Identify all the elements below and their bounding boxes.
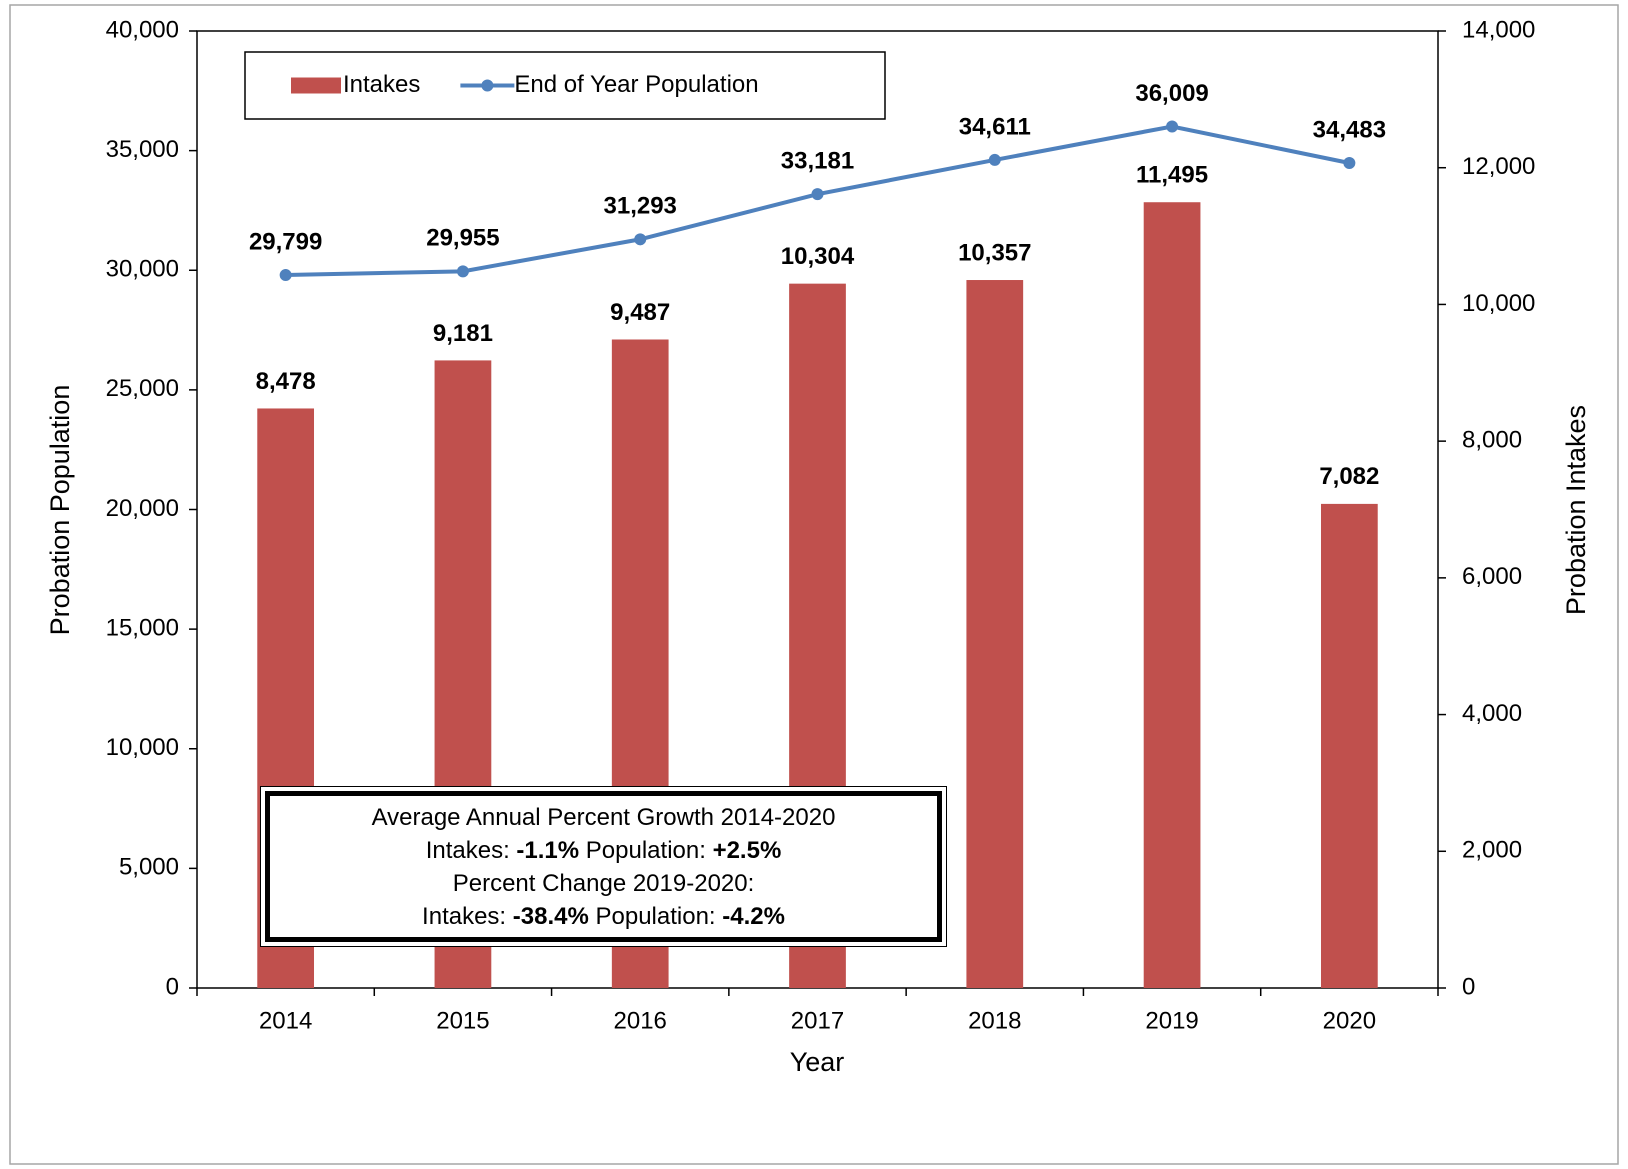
marker xyxy=(988,153,1001,166)
y-tick-label: 20,000 xyxy=(106,495,179,522)
bar xyxy=(1320,503,1378,988)
annotation-line: Intakes: -38.4% Population: -4.2% xyxy=(422,900,785,933)
annotation-segment: Percent Change 2019-2020: xyxy=(452,869,755,897)
data-label: 9,487 xyxy=(610,299,670,326)
x-axis-title: Year xyxy=(790,1047,845,1077)
y2-tick-label: 0 xyxy=(1462,973,1475,1000)
marker xyxy=(634,233,647,246)
marker xyxy=(279,269,292,282)
y-tick-label: 15,000 xyxy=(106,614,179,641)
legend-box xyxy=(244,51,886,120)
y2-axis-title: Probation Intakes xyxy=(1561,405,1591,615)
x-tick-label: 2019 xyxy=(1145,1007,1198,1034)
y2-tick-label: 2,000 xyxy=(1462,837,1522,864)
x-tick-label: 2020 xyxy=(1323,1007,1376,1034)
annotation-segment: -1.1% xyxy=(516,836,580,864)
annotation-segment: Average Annual Percent Growth 2014-2020 xyxy=(371,803,836,831)
legend-label: End of Year Population xyxy=(514,71,758,98)
data-label: 29,799 xyxy=(249,228,322,255)
annotation-text: Average Annual Percent Growth 2014-2020 I… xyxy=(265,791,942,942)
legend-swatch xyxy=(291,77,341,94)
annotation-segment: -4.2% xyxy=(722,902,785,930)
y2-tick-label: 4,000 xyxy=(1462,700,1522,727)
y-tick-label: 25,000 xyxy=(106,375,179,402)
annotation-line: Percent Change 2019-2020: xyxy=(453,867,755,900)
data-label: 34,611 xyxy=(959,113,1031,140)
annotation-box: Average Annual Percent Growth 2014-2020 I… xyxy=(260,786,947,947)
legend-label: Intakes xyxy=(343,71,420,98)
data-label: 8,478 xyxy=(256,368,316,395)
data-label: 11,495 xyxy=(1136,162,1208,189)
y-tick-label: 10,000 xyxy=(106,734,179,761)
y-tick-label: 30,000 xyxy=(106,256,179,283)
marker xyxy=(1343,156,1356,169)
y2-tick-label: 8,000 xyxy=(1462,426,1522,453)
annotation-segment: -38.4% xyxy=(512,902,589,930)
annotation-segment: Intakes: xyxy=(425,836,510,864)
y-tick-label: 40,000 xyxy=(106,16,179,43)
x-tick-label: 2015 xyxy=(436,1007,489,1034)
data-label: 9,181 xyxy=(433,320,493,347)
data-label: 33,181 xyxy=(781,147,854,174)
data-label: 34,483 xyxy=(1313,116,1386,143)
annotation-segment: Population: xyxy=(595,902,716,930)
y-tick-label: 35,000 xyxy=(106,136,179,163)
y2-tick-label: 14,000 xyxy=(1462,16,1535,43)
annotation-line: Average Annual Percent Growth 2014-2020 xyxy=(372,801,836,834)
data-label: 10,357 xyxy=(958,239,1031,266)
x-tick-label: 2018 xyxy=(968,1007,1021,1034)
marker xyxy=(456,265,469,278)
x-tick-label: 2016 xyxy=(614,1007,667,1034)
marker xyxy=(811,188,824,201)
y-axis-title: Probation Population xyxy=(45,385,75,636)
bar xyxy=(1143,202,1201,989)
data-label: 36,009 xyxy=(1135,80,1208,107)
annotation-segment: +2.5% xyxy=(712,836,782,864)
annotation-segment: Population: xyxy=(585,836,706,864)
data-label: 7,082 xyxy=(1319,463,1379,490)
data-label: 29,955 xyxy=(426,225,499,252)
data-label: 10,304 xyxy=(781,243,855,270)
x-tick-label: 2014 xyxy=(259,1007,312,1034)
annotation-line: Intakes: -1.1% Population: +2.5% xyxy=(426,834,782,867)
y2-tick-label: 10,000 xyxy=(1462,290,1535,317)
y-tick-label: 0 xyxy=(166,973,179,1000)
y2-tick-label: 12,000 xyxy=(1462,153,1535,180)
annotation-segment: Intakes: xyxy=(422,902,507,930)
y2-tick-label: 6,000 xyxy=(1462,563,1522,590)
marker xyxy=(1166,120,1179,133)
y-tick-label: 5,000 xyxy=(119,854,179,881)
legend-swatch-marker xyxy=(481,79,494,92)
bar xyxy=(966,280,1024,988)
data-label: 31,293 xyxy=(604,193,677,220)
x-tick-label: 2017 xyxy=(791,1007,844,1034)
